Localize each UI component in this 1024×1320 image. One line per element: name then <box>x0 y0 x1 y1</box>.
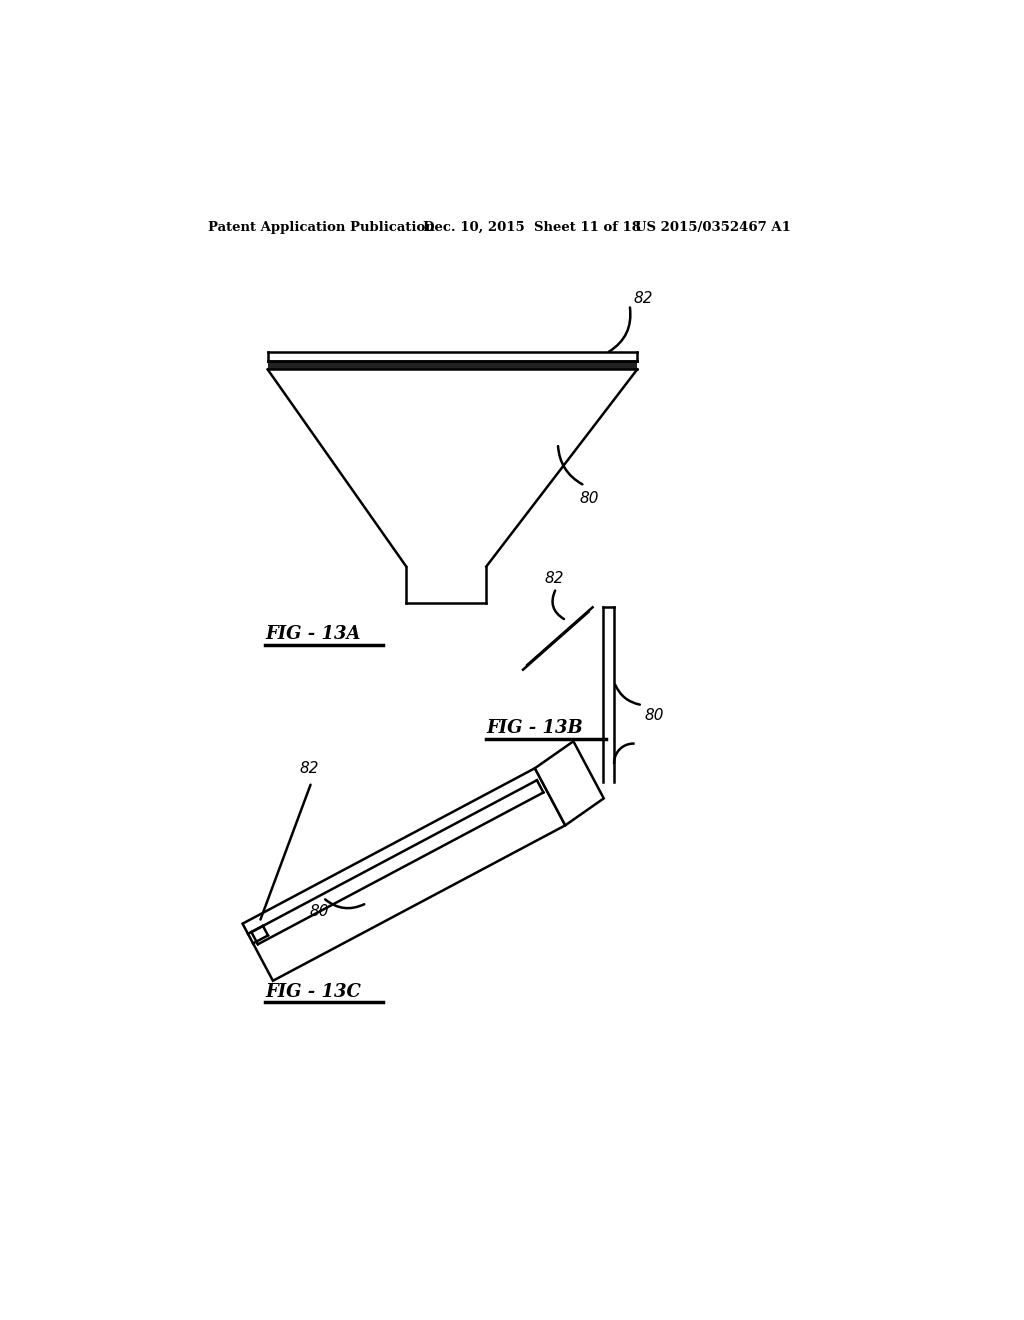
Text: Patent Application Publication: Patent Application Publication <box>208 222 434 234</box>
Polygon shape <box>535 742 604 825</box>
Text: 80: 80 <box>580 491 599 507</box>
Text: 80: 80 <box>645 708 665 722</box>
Polygon shape <box>267 360 637 370</box>
Text: US 2015/0352467 A1: US 2015/0352467 A1 <box>635 222 791 234</box>
Text: FIG - 13C: FIG - 13C <box>265 982 361 1001</box>
Polygon shape <box>243 768 565 981</box>
Text: 80: 80 <box>309 904 329 919</box>
Text: Dec. 10, 2015  Sheet 11 of 18: Dec. 10, 2015 Sheet 11 of 18 <box>423 222 641 234</box>
Text: FIG - 13A: FIG - 13A <box>265 626 360 643</box>
Text: 82: 82 <box>300 760 319 776</box>
Text: 82: 82 <box>545 570 564 586</box>
Text: FIG - 13B: FIG - 13B <box>486 719 583 737</box>
Text: 82: 82 <box>634 290 653 306</box>
